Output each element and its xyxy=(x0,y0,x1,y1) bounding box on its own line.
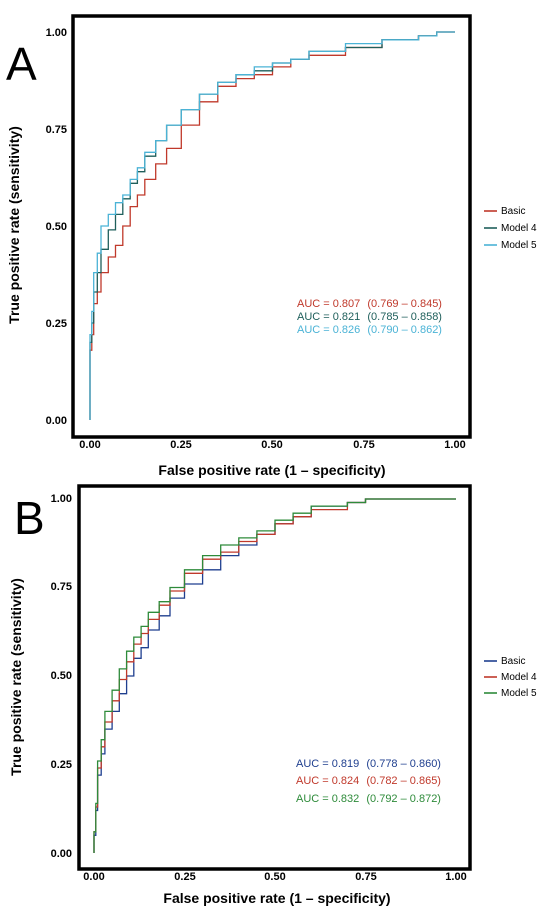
panel-a-y-tick: 0.00 xyxy=(46,415,67,427)
panel-b-y-tick: 0.75 xyxy=(51,581,72,593)
panel-b-y-tick: 0.25 xyxy=(51,759,72,771)
panel-b-auc-model4: AUC = 0.824 (0.782 – 0.865) xyxy=(296,775,441,787)
panel-b-auc-basic-value: AUC = 0.819 xyxy=(296,758,359,770)
panel-b-x-tick: 0.75 xyxy=(355,871,376,883)
panel-b-frame xyxy=(77,484,472,871)
panel-b-legend-label-basic: Basic xyxy=(501,656,525,667)
panel-b-y-axis-label: True positive rate (sensitivity) xyxy=(8,578,24,776)
panel-b-auc-model4-value: AUC = 0.824 xyxy=(296,775,359,787)
panel-a-auc-annotations: AUC = 0.807 (0.769 – 0.845) AUC = 0.821 … xyxy=(297,298,442,336)
panel-a-y-axis-label: True positive rate (sensitivity) xyxy=(6,126,22,324)
panel-a-auc-model4-value: AUC = 0.821 xyxy=(297,311,360,323)
panel-b-x-tick: 1.00 xyxy=(445,871,466,883)
panel-a-x-axis-label: False positive rate (1 – specificity) xyxy=(158,462,385,478)
panel-a-x-tick: 1.00 xyxy=(444,439,465,451)
panel-a-auc-model5-value: AUC = 0.826 xyxy=(297,324,360,336)
panel-a-legend-label-model5: Model 5 xyxy=(501,240,537,251)
panel-a-auc-model5: AUC = 0.826 (0.790 – 0.862) xyxy=(297,324,442,336)
panel-a-series xyxy=(89,31,455,420)
panel-a-letter: A xyxy=(6,38,37,90)
panel-a: A 0.00 0.25 0.50 0.75 1.00 0.00 0.25 0.5… xyxy=(6,14,537,478)
panel-b-y-tick: 0.00 xyxy=(51,848,72,860)
panel-a-auc-model5-ci: (0.790 – 0.862) xyxy=(367,324,442,336)
panel-b-auc-model5-value: AUC = 0.832 xyxy=(296,793,359,805)
panel-a-roc-curve-model5 xyxy=(89,31,455,420)
panel-b-series xyxy=(93,498,456,853)
panel-b-y-tick: 0.50 xyxy=(51,670,72,682)
panel-b-letter: B xyxy=(14,492,45,544)
panel-b-x-tick: 0.50 xyxy=(264,871,285,883)
panel-b-x-tick: 0.25 xyxy=(174,871,195,883)
panel-a-x-tick: 0.75 xyxy=(353,439,374,451)
panel-a-y-tick: 0.50 xyxy=(46,221,67,233)
panel-b-legend-label-model4: Model 4 xyxy=(501,672,537,683)
panel-b-legend: Basic Model 4 Model 5 xyxy=(484,656,537,699)
panel-b-auc-basic-ci: (0.778 – 0.860) xyxy=(366,758,441,770)
panel-a-frame xyxy=(71,14,472,439)
panel-b-auc-annotations: AUC = 0.819 (0.778 – 0.860) AUC = 0.824 … xyxy=(296,758,441,805)
panel-a-x-tick: 0.25 xyxy=(170,439,191,451)
panel-a-y-tick: 1.00 xyxy=(46,27,67,39)
panel-a-y-tick: 0.25 xyxy=(46,318,67,330)
panel-a-legend-label-basic: Basic xyxy=(501,206,525,217)
panel-a-auc-basic-value: AUC = 0.807 xyxy=(297,298,360,310)
panel-a-auc-basic: AUC = 0.807 (0.769 – 0.845) xyxy=(297,298,442,310)
panel-a-x-tick: 0.00 xyxy=(79,439,100,451)
panel-a-auc-basic-ci: (0.769 – 0.845) xyxy=(367,298,442,310)
panel-b-auc-model5: AUC = 0.832 (0.792 – 0.872) xyxy=(296,793,441,805)
panel-b-y-tick: 1.00 xyxy=(51,493,72,505)
panel-b: B 0.00 0.25 0.50 0.75 1.00 0.00 0.25 0.5… xyxy=(8,484,537,906)
panel-a-auc-model4-ci: (0.785 – 0.858) xyxy=(367,311,442,323)
panel-a-legend-label-model4: Model 4 xyxy=(501,223,537,234)
panel-b-x-tick: 0.00 xyxy=(83,871,104,883)
panel-b-auc-basic: AUC = 0.819 (0.778 – 0.860) xyxy=(296,758,441,770)
panel-a-x-tick: 0.50 xyxy=(261,439,282,451)
panel-a-legend: Basic Model 4 Model 5 xyxy=(484,206,537,251)
panel-b-x-axis-label: False positive rate (1 – specificity) xyxy=(163,890,390,906)
panel-b-legend-label-model5: Model 5 xyxy=(501,688,537,699)
panel-a-y-tick: 0.75 xyxy=(46,124,67,136)
panel-b-auc-model5-ci: (0.792 – 0.872) xyxy=(366,793,441,805)
panel-b-roc-curve-model4 xyxy=(93,498,456,853)
panel-b-auc-model4-ci: (0.782 – 0.865) xyxy=(366,775,441,787)
panel-a-auc-model4: AUC = 0.821 (0.785 – 0.858) xyxy=(297,311,442,323)
panel-a-roc-curve-basic xyxy=(89,31,455,420)
panel-b-roc-curve-model5 xyxy=(93,498,456,853)
